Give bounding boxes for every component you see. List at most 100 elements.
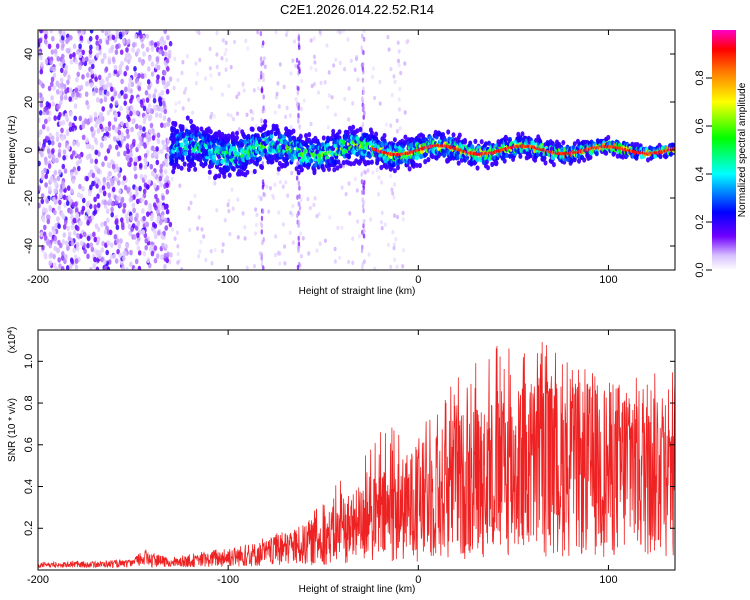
heatmap-cell (110, 96, 115, 102)
heatmap-cell (131, 118, 135, 125)
heatmap-cell (66, 245, 70, 251)
heatmap-cell (161, 195, 165, 201)
heatmap-cell (101, 79, 105, 85)
heatmap-cell (226, 112, 230, 118)
heatmap-cell (389, 123, 393, 128)
heatmap-cell (104, 126, 108, 132)
heatmap-cell (389, 173, 393, 179)
heatmap-cell (156, 64, 161, 71)
heatmap-cell (245, 112, 249, 118)
heatmap-cell (68, 111, 73, 117)
heatmap-cell (64, 88, 68, 95)
heatmap-cell (263, 148, 268, 154)
heatmap-cell (128, 191, 133, 197)
heatmap-cell (278, 261, 282, 266)
heatmap-cell (340, 185, 344, 190)
heatmap-cell (115, 30, 119, 36)
heatmap-cell (414, 162, 419, 168)
heatmap-cell (291, 58, 295, 63)
heatmap-cell (174, 158, 179, 164)
heatmap-cell (148, 114, 153, 120)
heatmap-cell (126, 148, 130, 155)
heatmap-cell (273, 182, 277, 187)
heatmap-cell (222, 173, 227, 179)
heatmap-cell (156, 138, 160, 144)
heatmap-cell (312, 36, 316, 41)
heatmap-cell (297, 201, 300, 207)
heatmap-cell (158, 200, 163, 207)
y-tick-label: 0.2 (23, 521, 35, 536)
heatmap-cell (430, 153, 435, 160)
heatmap-cell (74, 169, 78, 176)
heatmap-cell (53, 209, 57, 216)
heatmap-cell (393, 257, 397, 262)
heatmap-cell (70, 259, 74, 265)
heatmap-cell (156, 209, 160, 215)
heatmap-cell (105, 131, 110, 137)
heatmap-cell (250, 126, 255, 132)
heatmap-cell (44, 207, 48, 214)
heatmap-cell (102, 176, 107, 183)
heatmap-cell (91, 58, 96, 64)
heatmap-cell (39, 102, 44, 108)
heatmap-cell (77, 153, 82, 160)
heatmap-cell (92, 263, 96, 269)
heatmap-cell (47, 163, 52, 169)
heatmap-cell (56, 175, 61, 182)
heatmap-cell (207, 169, 212, 175)
heatmap-cell (451, 132, 456, 138)
heatmap-cell (65, 128, 70, 135)
heatmap-cell (61, 180, 65, 187)
heatmap-cell (137, 155, 142, 161)
heatmap-cell (401, 264, 405, 269)
heatmap-cell (221, 38, 225, 43)
heatmap-cell (271, 193, 275, 198)
heatmap-cell (134, 173, 138, 180)
heatmap-cell (168, 40, 173, 47)
heatmap-cell (95, 52, 100, 59)
colorbar-tick-label: 0.0 (694, 262, 706, 277)
heatmap-cell (327, 70, 331, 75)
heatmap-cell (62, 224, 67, 230)
heatmap-cell (378, 101, 382, 106)
heatmap-cell (262, 94, 265, 100)
heatmap-cell (38, 42, 41, 48)
heatmap-cell (298, 68, 301, 74)
heatmap-cell (288, 230, 292, 236)
heatmap-cell (254, 222, 258, 228)
heatmap-cell (114, 112, 118, 118)
heatmap-cell (325, 43, 329, 48)
heatmap-cell (117, 93, 122, 99)
heatmap-cell (94, 149, 98, 156)
heatmap-cell (117, 129, 122, 136)
heatmap-cell (59, 77, 64, 83)
heatmap-cell (104, 66, 109, 72)
heatmap-cell (63, 94, 68, 101)
heatmap-cell (149, 122, 154, 129)
heatmap-cell (54, 188, 58, 194)
heatmap-cell (168, 76, 173, 82)
heatmap-cell (43, 106, 47, 113)
heatmap-cell (73, 115, 77, 122)
heatmap-cell (50, 135, 55, 141)
heatmap-cell (347, 259, 351, 265)
heatmap-cell (128, 54, 132, 61)
heatmap-cell (65, 265, 70, 270)
heatmap-cell (154, 112, 159, 118)
heatmap-cell (338, 255, 342, 260)
heatmap-cell (68, 208, 73, 215)
y-scale-close: ) (7, 327, 18, 330)
heatmap-cell (244, 38, 248, 43)
heatmap-cell (518, 153, 523, 159)
heatmap-cell (79, 220, 83, 226)
heatmap-cell (155, 78, 160, 85)
heatmap-cell (137, 131, 141, 137)
heatmap-cell (588, 154, 593, 160)
heatmap-cell (114, 127, 118, 133)
heatmap-cell (165, 88, 170, 95)
heatmap-cell (363, 36, 366, 42)
heatmap-cell (298, 60, 301, 66)
heatmap-cell (107, 192, 112, 199)
heatmap-cell (143, 174, 148, 180)
